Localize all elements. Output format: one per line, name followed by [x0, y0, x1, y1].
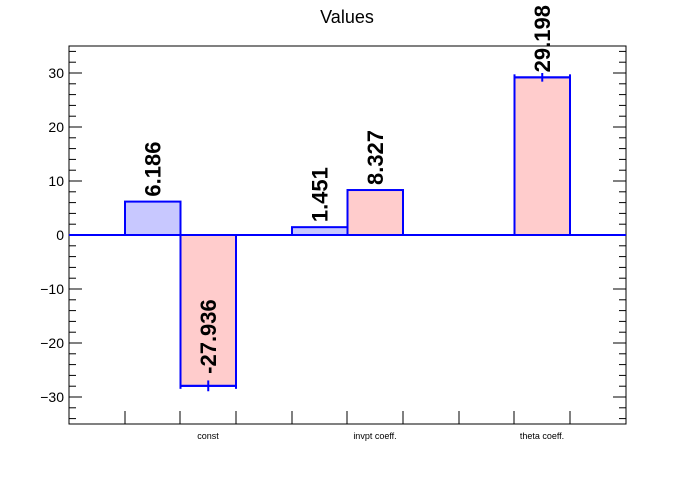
- y-tick-label: −20: [40, 335, 64, 351]
- y-tick-label: 10: [48, 173, 64, 189]
- bar: [513, 76, 571, 237]
- bar-value-label: 29.198: [530, 5, 555, 72]
- bar-value-label: 1.451: [308, 167, 333, 222]
- x-category-label: invpt coeff.: [353, 431, 396, 441]
- y-tick-label: 30: [48, 65, 64, 81]
- y-tick-label: 0: [56, 227, 64, 243]
- bar: [291, 226, 349, 236]
- plot-area: −30 −20 −10 0 10 20 30 const invpt coeff. theta c…: [40, 5, 627, 441]
- x-category-label: theta coeff.: [520, 431, 564, 441]
- bar: [346, 189, 404, 236]
- y-tick-label: −10: [40, 281, 64, 297]
- y-tick-label: −30: [40, 389, 64, 405]
- bar-value-label: 8.327: [363, 130, 388, 185]
- bar-value-label: -27.936: [196, 299, 221, 374]
- x-category-label: const: [197, 431, 219, 441]
- bar-value-label: 6.186: [141, 142, 166, 197]
- y-tick-label: 20: [48, 119, 64, 135]
- chart-title: Values: [320, 7, 374, 27]
- bar: [124, 200, 182, 236]
